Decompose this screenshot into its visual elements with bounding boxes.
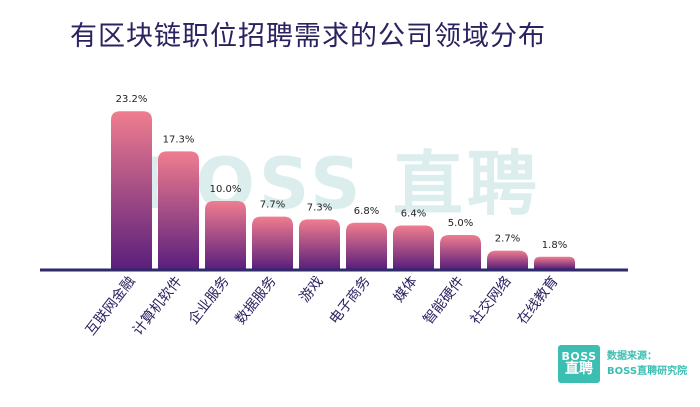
value-label-2: 10.0% [210, 184, 242, 195]
page-title: 有区块链职位招聘需求的公司领域分布 [70, 21, 546, 52]
bar-1 [158, 151, 199, 269]
value-label-0: 23.2% [116, 94, 148, 105]
data-source: 数据来源： BOSS直聘研究院 [607, 349, 687, 379]
bar-4 [299, 219, 340, 269]
bar-7 [440, 235, 481, 269]
bar-0 [111, 111, 152, 270]
value-label-4: 7.3% [307, 202, 332, 213]
category-label-6: 媒体 [391, 274, 421, 306]
value-label-7: 5.0% [448, 218, 473, 229]
value-label-8: 2.7% [495, 234, 520, 245]
watermark-name: 直聘 [392, 143, 541, 225]
value-label-5: 6.8% [354, 206, 379, 217]
bar-5 [346, 222, 387, 269]
category-label-9: 在线教育 [515, 274, 562, 328]
category-label-5: 电子商务 [327, 274, 374, 328]
logo-line2: 直聘 [565, 361, 593, 378]
value-label-1: 17.3% [163, 134, 195, 145]
category-label-8: 社交网络 [467, 273, 515, 328]
bar-9 [534, 256, 575, 269]
value-label-9: 1.8% [542, 240, 567, 251]
category-label-4: 游戏 [297, 274, 327, 306]
source-label: 数据来源： [607, 351, 657, 362]
value-label-6: 6.4% [401, 208, 426, 219]
value-label-3: 7.7% [260, 200, 285, 211]
logo-line1: BOSS [561, 349, 597, 363]
category-label-7: 智能硬件 [421, 274, 468, 328]
boss-logo: BOSS 直聘 [558, 345, 600, 383]
bar-6 [393, 225, 434, 269]
source-name: BOSS直聘研究院 [607, 366, 688, 377]
category-label-2: 企业服务 [185, 273, 233, 328]
bar-8 [487, 250, 528, 269]
category-label-3: 数据服务 [233, 274, 280, 328]
bar-2 [205, 201, 246, 269]
bar-3 [252, 216, 293, 269]
